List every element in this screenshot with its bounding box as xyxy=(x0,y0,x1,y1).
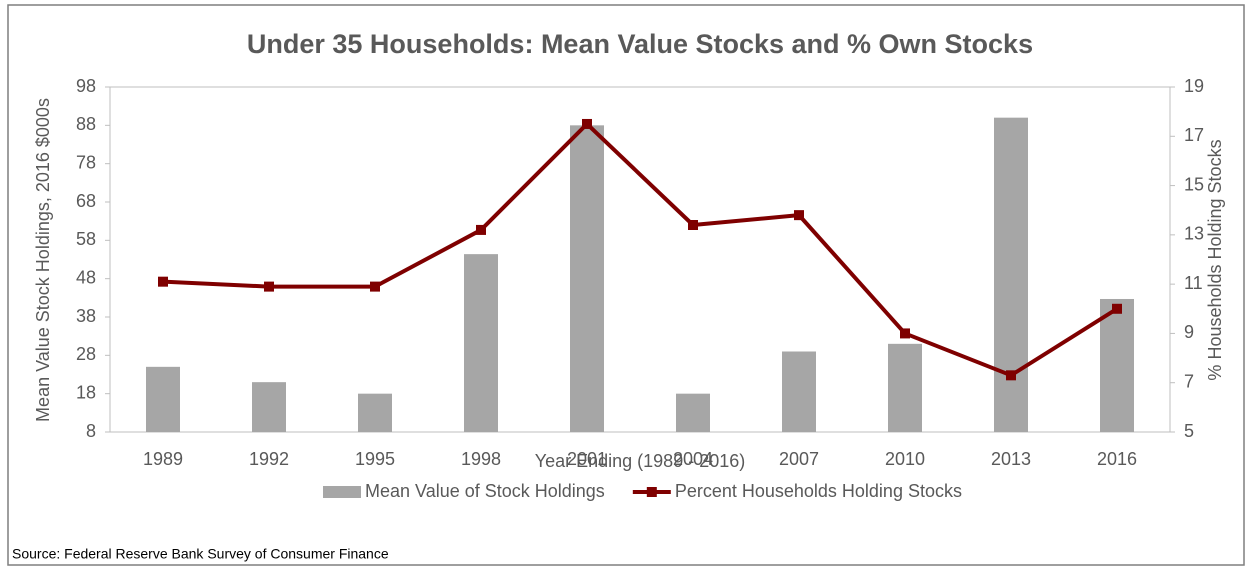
y2-tick-label: 5 xyxy=(1184,421,1194,441)
line-marker xyxy=(794,210,804,221)
line-marker xyxy=(158,276,168,287)
bar xyxy=(464,254,498,432)
bar xyxy=(888,343,922,432)
bar xyxy=(676,393,710,432)
y-tick-label: 48 xyxy=(76,267,96,287)
x-tick-label: 2010 xyxy=(885,449,925,469)
y-tick-label: 88 xyxy=(76,114,96,134)
y-tick-label: 58 xyxy=(76,229,96,249)
y2-tick-label: 9 xyxy=(1184,322,1194,342)
x-axis-label: Year Ending (1989 - 2016) xyxy=(535,451,746,471)
y2-tick-label: 19 xyxy=(1184,76,1204,96)
y2-tick-label: 15 xyxy=(1184,174,1204,194)
line-marker xyxy=(1112,303,1122,314)
bar xyxy=(570,125,604,432)
line-marker xyxy=(900,328,910,339)
bar xyxy=(782,351,816,432)
y-tick-label: 28 xyxy=(76,344,96,364)
y-tick-label: 78 xyxy=(76,152,96,172)
source-note: Source: Federal Reserve Bank Survey of C… xyxy=(12,546,389,562)
bar xyxy=(358,393,392,432)
bar xyxy=(1100,298,1134,432)
bar xyxy=(252,382,286,432)
bar xyxy=(994,117,1028,433)
x-tick-label: 2016 xyxy=(1097,449,1137,469)
x-tick-label: 2004 xyxy=(673,449,713,469)
x-tick-label: 2001 xyxy=(567,449,607,469)
x-tick-label: 1989 xyxy=(143,449,183,469)
x-tick-label: 1992 xyxy=(249,449,289,469)
y2-tick-label: 17 xyxy=(1184,125,1204,145)
x-tick-label: 2013 xyxy=(991,449,1031,469)
line-marker xyxy=(476,224,486,235)
line-marker xyxy=(264,281,274,292)
chart-title: Under 35 Households: Mean Value Stocks a… xyxy=(247,29,1033,59)
y-tick-label: 18 xyxy=(76,382,96,402)
x-tick-label: 2007 xyxy=(779,449,819,469)
plot-area xyxy=(109,86,1171,433)
y2-tick-label: 13 xyxy=(1184,224,1204,244)
bar xyxy=(146,366,180,432)
y-tick-label: 38 xyxy=(76,306,96,326)
line-marker xyxy=(1006,370,1016,381)
y-tick-label: 68 xyxy=(76,191,96,211)
y2-axis-label: % Households Holding Stocks xyxy=(1205,139,1225,380)
legend-swatch-marker xyxy=(646,487,657,497)
line-marker xyxy=(582,118,592,129)
y-tick-label: 98 xyxy=(76,76,96,96)
line xyxy=(162,121,1119,378)
y2-tick-label: 11 xyxy=(1184,273,1203,293)
legend-label: Mean Value of Stock Holdings xyxy=(365,481,605,501)
line-marker xyxy=(688,220,698,230)
y-axis-label: Mean Value Stock Holdings, 2016 $000s xyxy=(33,98,53,422)
legend-label: Percent Households Holding Stocks xyxy=(675,481,962,501)
legend-swatch xyxy=(323,486,361,498)
y2-tick-label: 7 xyxy=(1184,371,1194,391)
y-tick-label: 8 xyxy=(86,421,96,441)
x-tick-label: 1995 xyxy=(355,449,395,469)
x-tick-label: 1998 xyxy=(461,449,501,469)
line-marker xyxy=(370,281,380,292)
